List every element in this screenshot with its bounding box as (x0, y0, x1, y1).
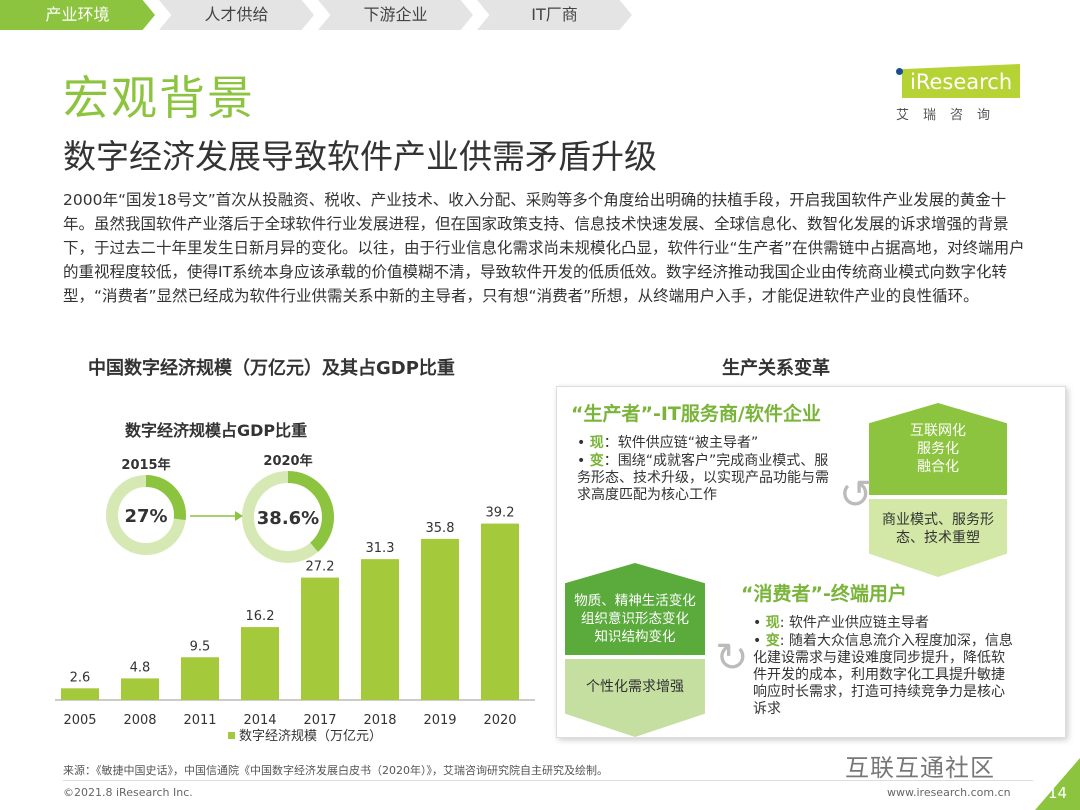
iresearch-logo: iResearch 艾瑞咨询 (892, 58, 1032, 128)
producer-title: “生产者”-IT服务商/软件企业 (571, 403, 821, 425)
arrow-head-icon (235, 511, 243, 521)
consumer-change: • 变: 随着大众信息流介入程度加深，信息化建设需求与建设难度同步提升，降低软件… (753, 633, 1013, 717)
producer-now: • 现：软件供应链“被主导者” (577, 435, 759, 451)
bar-2008 (121, 678, 159, 700)
bar-2011 (181, 657, 219, 700)
copyright: ©2021.8 iResearch Inc. (63, 786, 193, 799)
data-label: 4.8 (130, 660, 151, 675)
data-label: 2.6 (70, 670, 91, 685)
data-label: 16.2 (246, 609, 275, 624)
bar-chart: 2.6 2005 4.8 2008 9.5 2011 16.2 2014 27.2 2017 31.… (55, 421, 535, 744)
tab-talent-supply[interactable]: 人才供给 (159, 0, 314, 30)
relation-panel: “生产者”-IT服务商/软件企业 • 现：软件供应链“被主导者” • 变：围绕“… (556, 386, 1066, 738)
consumer-now: • 现: 软件产业供应链主导者 (753, 615, 929, 631)
bar-2020 (481, 523, 519, 700)
cycle-arrow-icon: ↻ (715, 635, 749, 681)
donut-label: 38.6% (257, 508, 319, 529)
donut-year: 2020年 (263, 453, 312, 469)
data-label: 27.2 (306, 560, 335, 575)
tab-industry-environment[interactable]: 产业环境 (0, 0, 155, 30)
donut-fill (106, 475, 186, 555)
bar-2014 (241, 627, 279, 700)
data-label: 9.5 (190, 639, 211, 654)
producer-hex-top: 互联网化 服务化 融合化 (869, 403, 1007, 495)
page-number: 14 (1048, 784, 1068, 802)
tab-downstream[interactable]: 下游企业 (318, 0, 473, 30)
website-link[interactable]: www.iresearch.com.cn (887, 786, 1011, 799)
right-title: 生产关系变革 (722, 358, 830, 379)
legend-swatch (228, 732, 235, 739)
x-tick-label: 2014 (243, 713, 276, 728)
data-label: 31.3 (366, 541, 395, 556)
x-tick-label: 2017 (303, 713, 336, 728)
x-tick-label: 2011 (183, 713, 216, 728)
legend-label: 数字经济规模（万亿元） (239, 729, 382, 744)
chart-title: 中国数字经济规模（万亿元）及其占GDP比重 (88, 358, 455, 379)
x-tick-label: 2019 (423, 713, 456, 728)
x-tick-label: 2020 (483, 713, 516, 728)
footer-divider (63, 780, 1033, 781)
page-title: 宏观背景 (63, 71, 255, 125)
x-tick-label: 2008 (123, 713, 156, 728)
source-note: 来源：《敏捷中国史话》，中国信通院《中国数字经济发展白皮书（2020年）》，艾瑞… (63, 764, 608, 777)
section-tabs: 产业环境 人才供给 下游企业 IT厂商 (0, 0, 636, 30)
tab-it-vendors[interactable]: IT厂商 (477, 0, 632, 30)
data-label: 39.2 (486, 506, 515, 521)
producer-hex-bottom: 商业模式、服务形态、技术重塑 (869, 499, 1007, 577)
bar-2017 (301, 577, 339, 700)
x-tick-label: 2005 (63, 713, 96, 728)
bar-2018 (361, 559, 399, 700)
inset-title: 数字经济规模占GDP比重 (125, 421, 307, 440)
intro-paragraph: 2000年“国发18号文”首次从投融资、税收、产业技术、收入分配、采购等多个角度… (63, 191, 1025, 305)
data-label: 35.8 (426, 521, 455, 536)
watermark: 互联互通社区 (845, 754, 995, 782)
cycle-arrow-icon: ↺ (839, 472, 873, 518)
producer-change: • 变：围绕“成就客户”完成商业模式、服务形态、技术升级，以实现产品功能与需求高… (577, 453, 829, 503)
consumer-title: “消费者”-终端用户 (741, 583, 907, 605)
page-subtitle: 数字经济发展导致软件产业供需矛盾升级 (63, 137, 657, 176)
consumer-hex-top: 物质、精神生活变化 组织意识形态变化 知识结构变化 (565, 563, 705, 655)
x-tick-label: 2018 (363, 713, 396, 728)
donut-label: 27% (124, 506, 167, 527)
donut-year: 2015年 (121, 457, 170, 473)
consumer-hex-bottom: 个性化需求增强 (565, 659, 705, 737)
bar-2005 (61, 688, 99, 700)
donut-fill (242, 471, 334, 563)
bar-2019 (421, 538, 459, 700)
